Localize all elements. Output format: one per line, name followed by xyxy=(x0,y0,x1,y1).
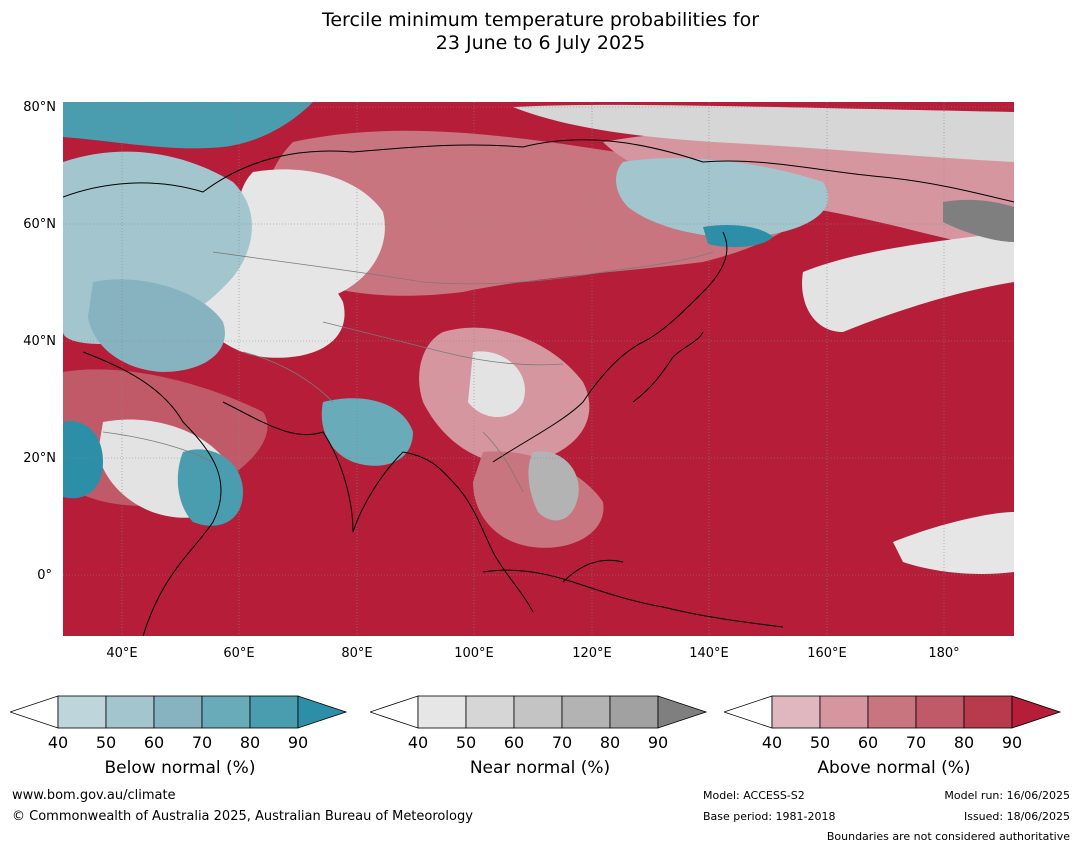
tick-80: 80 xyxy=(239,733,261,752)
colorbar-segment xyxy=(915,695,965,729)
grey-dark-ne xyxy=(943,199,1014,242)
colorbar-segment xyxy=(561,695,611,729)
lat-label-0: 0° xyxy=(37,568,52,583)
lon-label-140e: 140°E xyxy=(689,646,729,661)
colorbar-above xyxy=(724,695,1062,729)
colorbar-segment xyxy=(867,695,917,729)
lat-label-60n: 60°N xyxy=(23,217,56,232)
model-info: Model: ACCESS-S2 xyxy=(703,789,805,802)
colorbar-segment xyxy=(153,695,203,729)
teal-region-okhotsk xyxy=(703,225,773,248)
tick-40: 40 xyxy=(47,733,69,752)
graticule xyxy=(63,102,1014,636)
colorbar-segment xyxy=(771,695,821,729)
colorbar-near xyxy=(370,695,708,729)
lon-label-80e: 80°E xyxy=(341,646,373,661)
lon-label-120e: 120°E xyxy=(572,646,612,661)
legend-title-near: Near normal (%) xyxy=(469,758,611,778)
country-borders xyxy=(102,251,714,493)
tick-40: 40 xyxy=(407,733,429,752)
tick-90: 90 xyxy=(287,733,309,752)
teal-region-tibet xyxy=(321,398,413,466)
colorbar-segment xyxy=(609,695,659,729)
lon-label-60e: 60°E xyxy=(223,646,255,661)
grey-region-pacific-south xyxy=(893,512,1014,574)
teal-region-east-siberia xyxy=(616,158,829,238)
tick-60: 60 xyxy=(143,733,165,752)
colorbar-segment xyxy=(819,695,869,729)
tick-40: 40 xyxy=(761,733,783,752)
colorbar-segment xyxy=(417,695,467,729)
grey-region-pacific-east xyxy=(802,232,1014,332)
issued-info: Issued: 18/06/2025 xyxy=(963,810,1070,823)
lon-label-100e: 100°E xyxy=(454,646,494,661)
teal-region-arctic-west xyxy=(63,102,313,149)
tick-90: 90 xyxy=(1001,733,1023,752)
tick-70: 70 xyxy=(191,733,213,752)
base-period-info: Base period: 1981-2018 xyxy=(703,810,836,823)
tick-70: 70 xyxy=(551,733,573,752)
tick-60: 60 xyxy=(503,733,525,752)
tick-80: 80 xyxy=(599,733,621,752)
legend-below-normal: 40 50 60 70 80 90 Below normal (%) xyxy=(10,694,350,778)
legend-above-normal: 40 50 60 70 80 90 Above normal (%) xyxy=(724,694,1064,778)
colorbar-segment xyxy=(105,695,155,729)
legend-title-above: Above normal (%) xyxy=(817,758,971,778)
map-graphic xyxy=(63,102,1014,636)
probability-map xyxy=(63,102,1014,636)
website-link[interactable]: www.bom.gov.au/climate xyxy=(12,788,176,803)
colorbar-segment xyxy=(201,695,251,729)
model-run-info: Model run: 16/06/2025 xyxy=(944,789,1070,802)
legend-near-normal: 40 50 60 70 80 90 Near normal (%) xyxy=(370,694,710,778)
lat-label-20n: 20°N xyxy=(23,451,56,466)
lon-label-40e: 40°E xyxy=(106,646,138,661)
colorbar-segment xyxy=(1011,695,1062,729)
colorbar-segment xyxy=(57,695,107,729)
colorbar-segment xyxy=(249,695,299,729)
boundaries-disclaimer: Boundaries are not considered authoritat… xyxy=(826,830,1070,843)
lon-label-180: 180° xyxy=(928,646,960,661)
lon-label-160e: 160°E xyxy=(807,646,847,661)
colorbar-below xyxy=(10,695,348,729)
tick-80: 80 xyxy=(953,733,975,752)
tick-50: 50 xyxy=(95,733,117,752)
tick-60: 60 xyxy=(857,733,879,752)
teal-region-somalia xyxy=(177,449,243,526)
colorbar-segment xyxy=(657,695,708,729)
colorbar-segment xyxy=(297,695,348,729)
legend-title-below: Below normal (%) xyxy=(104,758,256,778)
lat-label-80n: 80°N xyxy=(23,100,56,115)
map-title: Tercile minimum temperature probabilitie… xyxy=(0,9,1081,55)
title-line-2: 23 June to 6 July 2025 xyxy=(435,32,646,54)
tick-50: 50 xyxy=(455,733,477,752)
tick-50: 50 xyxy=(809,733,831,752)
grey-region-indochina xyxy=(528,451,579,521)
copyright-text: © Commonwealth of Australia 2025, Austra… xyxy=(12,809,473,824)
tick-90: 90 xyxy=(647,733,669,752)
colorbar-segment xyxy=(513,695,563,729)
colorbar-segment xyxy=(963,695,1013,729)
title-line-1: Tercile minimum temperature probabilitie… xyxy=(321,9,760,31)
tick-70: 70 xyxy=(905,733,927,752)
grey-region-arctic xyxy=(513,104,1014,162)
teal-region-west-africa xyxy=(63,421,103,499)
colorbar-segment xyxy=(465,695,515,729)
grey-region-china xyxy=(468,351,525,417)
lat-label-40n: 40°N xyxy=(23,334,56,349)
coastlines xyxy=(63,139,1014,636)
